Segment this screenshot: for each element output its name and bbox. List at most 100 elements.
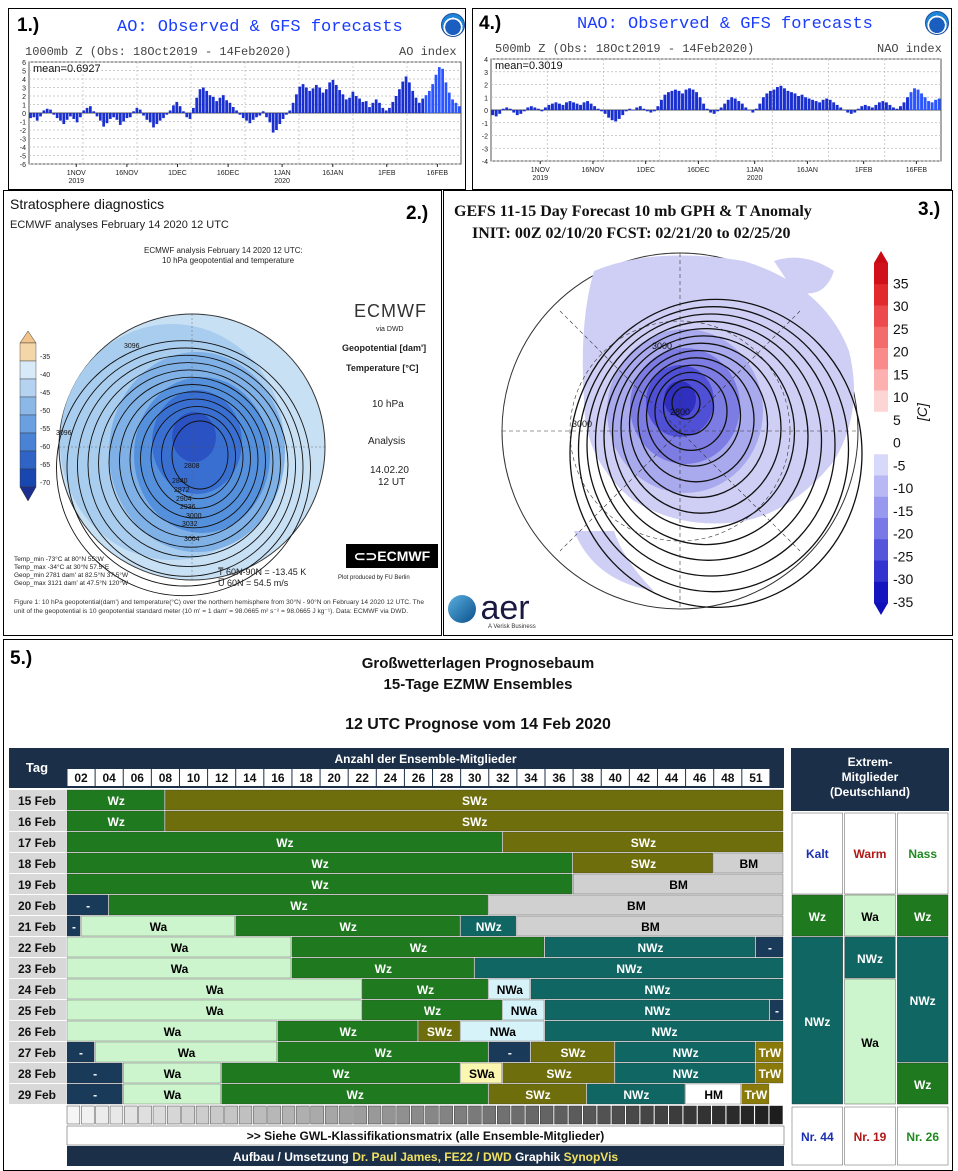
- colorbar-tick-label: 25: [893, 321, 909, 337]
- index-bar: [281, 113, 285, 119]
- gwl-segment: [66, 831, 502, 853]
- ao-title: AO: Observed & GFS forecasts: [117, 18, 403, 37]
- colorbar-tick-label: 10: [893, 389, 909, 405]
- index-bar: [268, 113, 272, 123]
- index-bar: [835, 104, 839, 110]
- extrem-segment: [844, 978, 896, 1105]
- contour-label: 3032: [182, 521, 198, 528]
- index-bar: [261, 111, 265, 113]
- gwl-segment: [66, 1083, 123, 1105]
- x-tick-label: 16DEC: [217, 170, 240, 177]
- member-strip-cell: [683, 1105, 697, 1125]
- gwl-segment-label: NWz: [616, 962, 642, 976]
- index-bar: [828, 99, 832, 110]
- day-cell: [9, 1084, 66, 1104]
- geopotential-contour: [56, 340, 311, 597]
- colorbar-swatch: [874, 411, 888, 434]
- unit-label: [C]: [914, 403, 930, 421]
- colorbar-tick-label: -35: [893, 594, 913, 610]
- index-bar: [162, 113, 165, 119]
- gwl-segment-label: Wz: [347, 1088, 364, 1102]
- index-bar: [670, 90, 674, 110]
- gwl-segment: [362, 978, 488, 1000]
- index-bar: [142, 113, 145, 116]
- index-bar: [765, 93, 769, 110]
- index-bar: [747, 110, 751, 111]
- gwl-segment: [685, 1083, 741, 1105]
- index-bar: [730, 97, 734, 110]
- member-strip-cell: [281, 1105, 296, 1125]
- gwl-segment-label: Wz: [417, 983, 434, 997]
- index-bar: [550, 103, 554, 110]
- index-bar: [842, 110, 846, 111]
- index-bar: [846, 110, 850, 113]
- index-bar: [241, 113, 245, 119]
- nao-title: NAO: Observed & GFS forecasts: [577, 15, 873, 34]
- colorbar-arrow-top: [874, 251, 888, 263]
- extrem-number-cell: [791, 1106, 843, 1166]
- nao-chart: 4 3 2 1 0 -1 -2 -3 -4 mean=0.3019 1NOV 16NOV 1DEC 16D…: [482, 57, 942, 182]
- index-bar: [115, 113, 119, 120]
- index-bar: [881, 101, 885, 110]
- member-strip-cell: [726, 1105, 740, 1125]
- index-bar: [758, 103, 762, 110]
- index-bar: [888, 104, 892, 110]
- gwl-segment-label: -: [93, 1067, 97, 1081]
- index-bar: [185, 113, 189, 118]
- gwl-segment-label: NWa: [490, 1025, 517, 1039]
- gwl-segment: [66, 873, 573, 895]
- ecmwf-brand: ECMWF: [354, 301, 427, 321]
- x-tick-label: 1NOV: [67, 170, 86, 177]
- gwl-segment: [277, 1020, 418, 1042]
- index-bar: [49, 109, 52, 113]
- extrem-segment: [791, 812, 843, 895]
- index-bar: [494, 110, 498, 117]
- gph-contour: [586, 313, 836, 577]
- footer-author: Dr. Paul James, FE22 / DWD: [352, 1150, 512, 1164]
- gwl-segment: [755, 936, 784, 958]
- index-bar: [596, 108, 600, 110]
- gph-contour: [628, 349, 769, 499]
- x-tick-label: 16JAN: [797, 167, 818, 174]
- member-strip-cell: [597, 1105, 611, 1125]
- member-tick-label: 42: [637, 771, 651, 785]
- index-bar: [937, 98, 941, 110]
- member-tick-label: 20: [327, 771, 341, 785]
- geopotential-contour: [150, 405, 244, 509]
- gwl-segment-label: SWz: [427, 1025, 452, 1039]
- index-bar: [849, 110, 853, 114]
- gwl-segment: [544, 1020, 784, 1042]
- x-tick-label: 16FEB: [427, 170, 449, 177]
- gwl-segment-label: NWz: [637, 941, 663, 955]
- member-strip-cell: [138, 1105, 152, 1125]
- member-tick-label: 06: [131, 771, 145, 785]
- gwl-segment: [66, 1041, 95, 1063]
- colorbar-swatch: [874, 454, 888, 476]
- index-bar: [228, 102, 232, 113]
- day-label: 25 Feb: [18, 1004, 56, 1018]
- index-bar: [364, 101, 368, 113]
- day-label: 29 Feb: [18, 1088, 56, 1102]
- gwl-segment-label: SWz: [525, 1088, 550, 1102]
- gwl-segment-label: Wz: [375, 962, 392, 976]
- index-bar: [723, 103, 727, 110]
- aer-logo: aer A Verisk Business: [448, 589, 536, 630]
- member-strip-cell: [568, 1105, 582, 1125]
- index-bar: [909, 92, 913, 110]
- index-bar: [695, 92, 699, 110]
- contour-label: 2904: [176, 496, 192, 503]
- index-bar: [69, 113, 72, 117]
- colorbar-swatch: [874, 433, 888, 455]
- extrem-header-band: [791, 748, 949, 811]
- index-bar: [79, 113, 82, 118]
- member-tick-label: 08: [159, 771, 173, 785]
- gefs-title-2: INIT: 00Z 02/10/20 FCST: 02/21/20 to 02/…: [472, 225, 791, 242]
- colorbar-swatch: [874, 369, 888, 391]
- day-cell: [9, 979, 66, 999]
- index-bar: [533, 107, 537, 110]
- member-strip-cell: [654, 1105, 668, 1125]
- gwl-segment: [123, 1062, 221, 1084]
- gwl-segment: [460, 915, 517, 937]
- gph-contour: [662, 379, 715, 436]
- footer-credit: Aufbau / Umsetzung Dr. Paul James, FE22 …: [233, 1150, 619, 1164]
